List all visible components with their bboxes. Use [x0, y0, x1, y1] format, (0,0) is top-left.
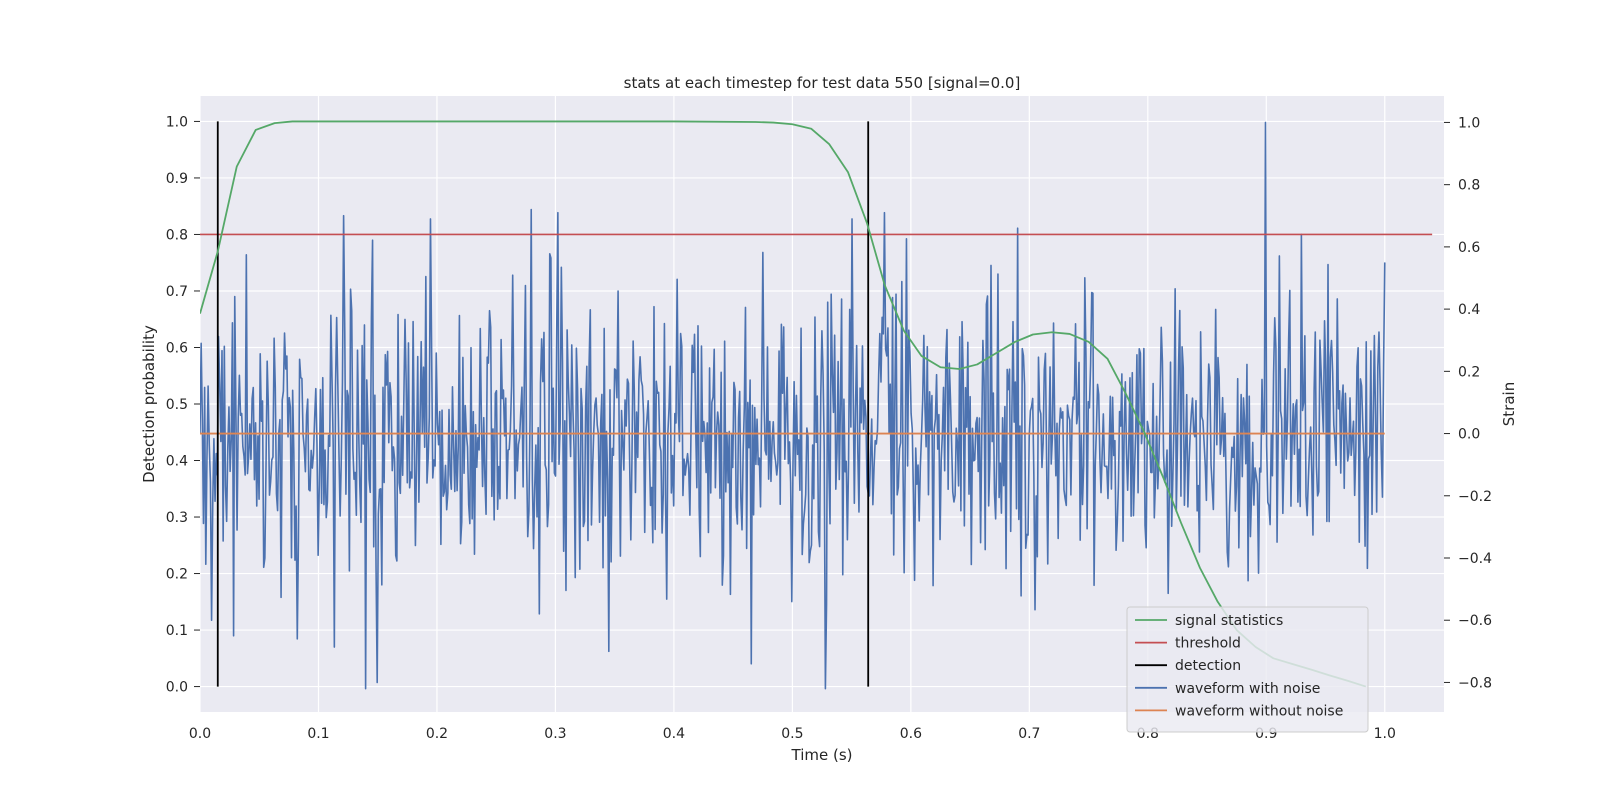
left-y-axis: 0.0 0.1 0.2 0.3 0.4 0.5 0.6 0.7 0.8 0.9 1.0	[166, 114, 200, 696]
legend-label-signal-statistics: signal statistics	[1175, 613, 1283, 629]
x-tick-label: 1.0	[1374, 726, 1396, 742]
right-y-tick-label: −0.8	[1458, 675, 1492, 691]
right-y-tick-label: 0.0	[1458, 427, 1480, 443]
right-y-axis: −0.8 −0.6 −0.4 −0.2 0.0 0.2 0.4 0.6 0.8 1.0	[1444, 115, 1492, 691]
legend-label-waveform-without-noise: waveform without noise	[1175, 703, 1343, 719]
legend-label-threshold: threshold	[1175, 636, 1241, 652]
x-tick-label: 0.3	[544, 726, 566, 742]
left-y-axis-label: Detection probability	[140, 325, 158, 483]
left-y-tick-label: 0.2	[166, 567, 188, 583]
left-y-tick-label: 0.9	[166, 171, 188, 187]
waveform-with-noise-line	[200, 121, 1386, 690]
left-y-tick-label: 0.8	[166, 227, 188, 243]
legend-box	[1126, 606, 1369, 733]
right-y-tick-label: −0.6	[1458, 613, 1492, 629]
legend-label-waveform-with-noise: waveform with noise	[1175, 681, 1320, 697]
right-y-tick-label: 0.4	[1458, 302, 1480, 318]
x-tick-label: 0.1	[307, 726, 329, 742]
left-y-tick-label: 0.0	[166, 680, 188, 696]
x-axis-label: Time (s)	[791, 746, 853, 764]
legend-label-detection: detection	[1175, 658, 1241, 674]
left-y-tick-label: 0.6	[166, 340, 188, 356]
right-y-tick-label: 1.0	[1458, 115, 1480, 131]
left-y-tick-label: 0.1	[166, 623, 188, 639]
right-y-axis-label: Strain	[1500, 382, 1518, 426]
left-y-tick-label: 0.4	[166, 454, 188, 470]
legend: signal statistics threshold detection wavef…	[1126, 606, 1369, 733]
x-tick-label: 0.7	[1018, 726, 1040, 742]
chart-title: stats at each timestep for test data 550…	[624, 74, 1021, 92]
x-tick-label: 0.0	[189, 726, 211, 742]
right-y-tick-label: −0.2	[1458, 489, 1492, 505]
x-tick-label: 0.4	[663, 726, 685, 742]
x-tick-label: 0.2	[426, 726, 448, 742]
left-y-tick-label: 0.7	[166, 284, 188, 300]
right-y-tick-label: 0.2	[1458, 364, 1480, 380]
left-y-tick-label: 1.0	[166, 114, 188, 130]
right-y-tick-label: 0.8	[1458, 178, 1480, 194]
x-tick-label: 0.5	[781, 726, 803, 742]
right-y-tick-label: −0.4	[1458, 551, 1492, 567]
x-tick-label: 0.6	[900, 726, 922, 742]
left-y-tick-label: 0.5	[166, 397, 188, 413]
left-y-tick-label: 0.3	[166, 510, 188, 526]
right-y-tick-label: 0.6	[1458, 240, 1480, 256]
